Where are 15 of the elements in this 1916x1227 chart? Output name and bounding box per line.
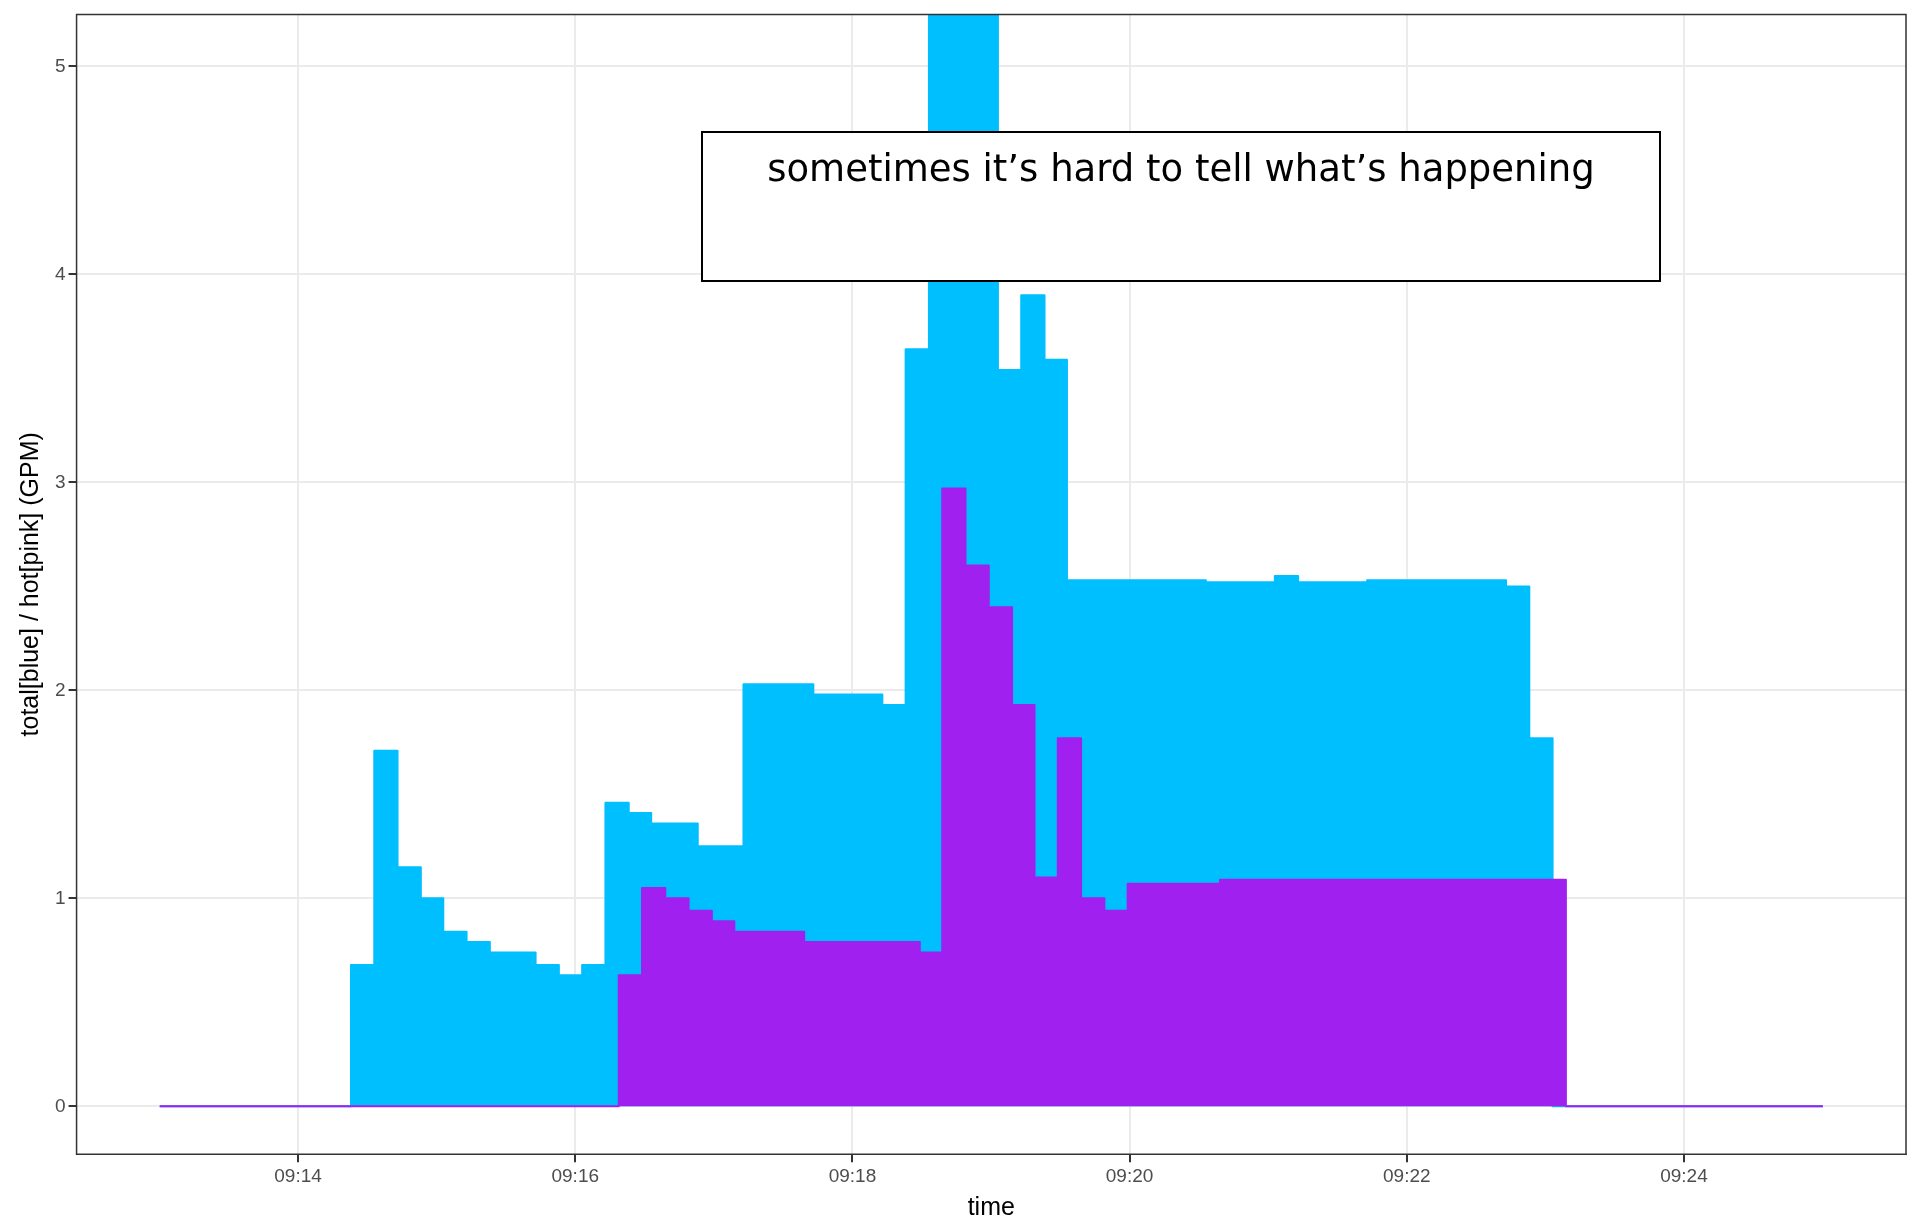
x-tick-label: 09:18 <box>828 1164 877 1186</box>
y-tick-label: 4 <box>54 262 66 284</box>
x-tick-label: 09:14 <box>274 1164 323 1186</box>
y-axis-title: total[blue] / hot[pink] (GPM) <box>14 432 43 737</box>
x-tick-label: 09:16 <box>551 1164 600 1186</box>
y-tick-label: 0 <box>54 1094 66 1116</box>
y-tick-label: 2 <box>54 678 66 700</box>
y-tick-label: 3 <box>54 470 66 492</box>
x-tick-label: 09:20 <box>1105 1164 1154 1186</box>
x-tick-label: 09:24 <box>1660 1164 1709 1186</box>
text-box: sometimes it’s hard to tell what’s happening <box>701 131 1661 282</box>
x-tick-label: 09:22 <box>1383 1164 1431 1186</box>
x-axis-title: time <box>967 1191 1015 1220</box>
y-tick-label: 1 <box>54 886 66 908</box>
y-tick-label: 5 <box>54 54 66 76</box>
